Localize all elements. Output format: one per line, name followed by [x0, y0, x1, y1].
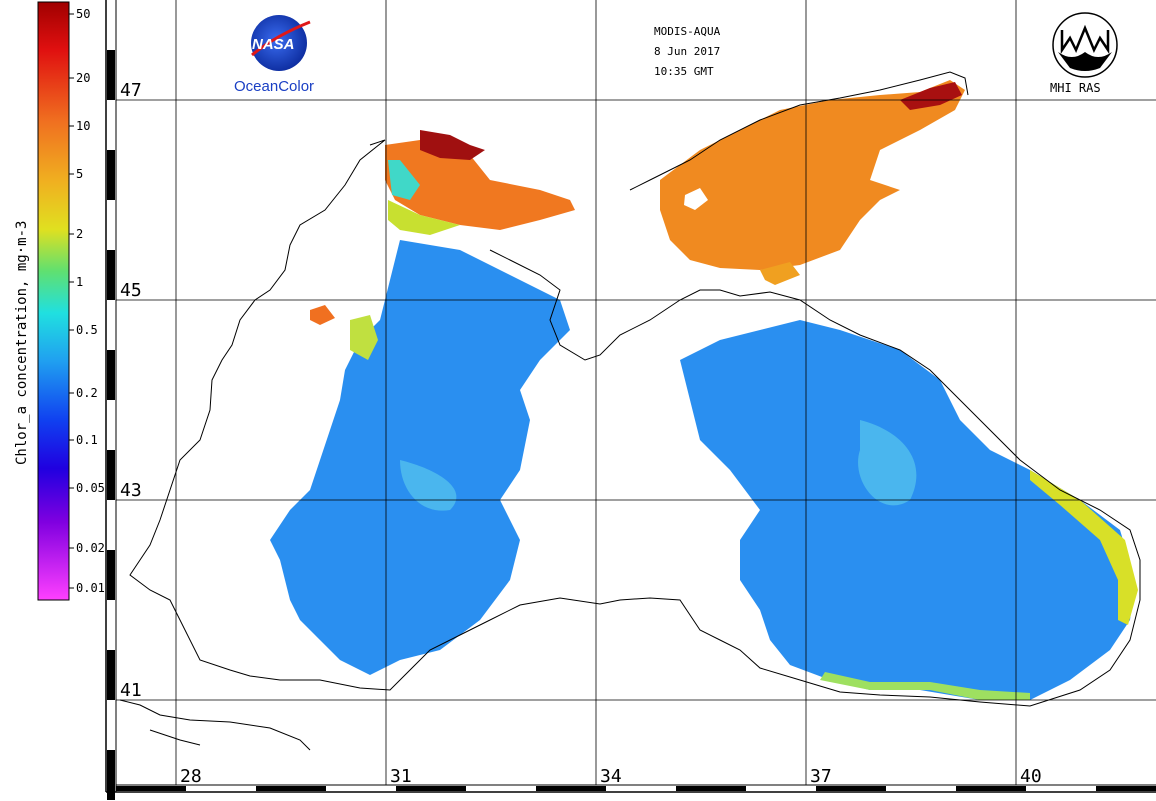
ruler-segment	[107, 650, 115, 700]
coastal-band	[820, 672, 1030, 700]
ruler-segment	[676, 786, 746, 791]
colorbar: 50 20 10 5 2 1 0.5 0.2 0.1 0.05 0.02 0.01 Chlor_a c…	[14, 1, 105, 601]
azov-east-high	[900, 82, 962, 110]
coastal-band	[1030, 470, 1138, 625]
eddy	[858, 420, 917, 506]
nasa-logo: NASA OceanColor	[234, 15, 314, 95]
ruler-segment	[107, 50, 115, 100]
ruler-segment	[816, 786, 886, 791]
dnieper-estuary	[420, 130, 485, 160]
nw-shelf-cyan	[388, 160, 420, 200]
lat-label-41: 41	[120, 680, 142, 701]
coastline-bosphorus	[119, 699, 311, 751]
colorbar-tick-label: 5	[76, 167, 83, 181]
ruler-segment	[107, 750, 115, 800]
lat-label-43: 43	[120, 480, 142, 501]
danube-plume	[310, 305, 335, 325]
colorbar-tick-label: 0.1	[76, 433, 98, 447]
lon-label-40: 40	[1020, 766, 1042, 787]
ruler-segment	[1096, 786, 1156, 791]
nasa-wordmark: NASA	[252, 36, 295, 53]
colorbar-scale	[37, 1, 70, 601]
lon-label-37: 37	[810, 766, 832, 787]
colorbar-tick-label: 2	[76, 227, 83, 241]
lat-label-47: 47	[120, 80, 142, 101]
lon-label-28: 28	[180, 766, 202, 787]
danube-plume-edge	[350, 315, 378, 360]
lat-label-45: 45	[120, 280, 142, 301]
colorbar-tick-label: 0.05	[76, 481, 105, 495]
black-sea-chlorophyll	[270, 80, 1138, 700]
lon-label-31: 31	[390, 766, 412, 787]
ruler-segment	[107, 150, 115, 200]
azov-white-patch	[684, 188, 708, 210]
colorbar-tick-label: 50	[76, 7, 90, 21]
map-frame	[105, 0, 1156, 800]
eddy	[400, 460, 457, 511]
colorbar-tick-label: 1	[76, 275, 83, 289]
sea-region-east	[680, 320, 1135, 700]
sea-of-azov	[660, 80, 965, 270]
mhi-emblem-mark	[1060, 24, 1110, 55]
colorbar-tick-label: 0.2	[76, 386, 98, 400]
ruler-segment	[107, 550, 115, 600]
ruler-segment	[107, 350, 115, 400]
colorbar-title: Chlor_a concentration, mg·m-3	[14, 221, 30, 465]
ruler-segment	[256, 786, 326, 791]
coastline-azov	[629, 71, 969, 191]
image-date: 8 Jun 2017	[654, 45, 720, 58]
nw-shelf-mid	[388, 200, 460, 235]
mhi-ras-logo: MHI RAS	[1050, 12, 1118, 95]
ruler-segment	[107, 250, 115, 300]
colorbar-tick-label: 0.02	[76, 541, 105, 555]
nasa-swoosh	[251, 20, 311, 57]
mhi-emblem-wave	[1058, 52, 1112, 71]
ruler-segment	[107, 450, 115, 500]
ruler-segment	[396, 786, 466, 791]
oceancolor-wordmark: OceanColor	[234, 78, 314, 95]
ruler-segment	[536, 786, 606, 791]
kerch-strait	[760, 262, 800, 285]
ruler-segment	[116, 786, 186, 791]
image-time: 10:35 GMT	[654, 65, 714, 78]
nw-shelf-high	[385, 140, 575, 230]
mhi-wordmark: MHI RAS	[1050, 81, 1101, 95]
colorbar-tick-label: 20	[76, 71, 90, 85]
colorbar-tick-label: 0.01	[76, 581, 105, 595]
colorbar-tick-label: 10	[76, 119, 90, 133]
sensor-name: MODIS-AQUA	[654, 25, 721, 38]
coastline-west	[129, 139, 1141, 707]
lon-label-34: 34	[600, 766, 622, 787]
coastline	[119, 71, 1141, 751]
colorbar-tick-label: 0.5	[76, 323, 98, 337]
graticule	[116, 0, 1156, 785]
ruler-segment	[956, 786, 1026, 791]
sea-region-west	[270, 240, 570, 675]
